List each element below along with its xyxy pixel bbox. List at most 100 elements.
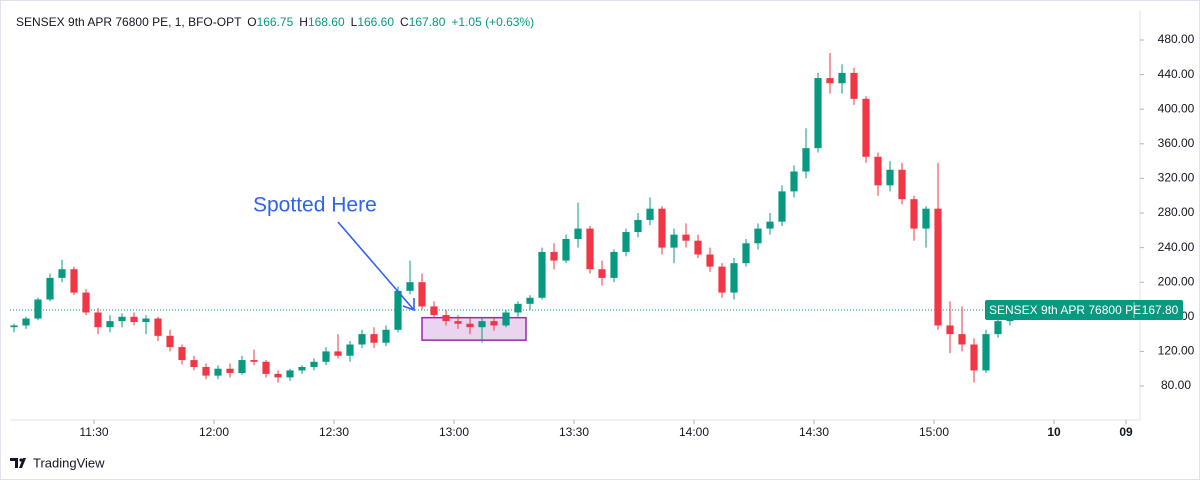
candle-body	[982, 334, 990, 371]
y-tick-label: 320.00	[1158, 171, 1195, 185]
y-tick-label: 440.00	[1158, 67, 1195, 81]
candle-body	[778, 191, 786, 222]
price-tag-value: 167.80	[1142, 303, 1179, 317]
candle-body	[634, 219, 642, 233]
candle-body	[502, 312, 510, 326]
y-tick-label: 280.00	[1158, 205, 1195, 219]
legend-key: H	[299, 15, 308, 29]
candle-body	[490, 321, 498, 326]
candle-body	[358, 334, 366, 345]
annotation-arrow	[337, 221, 415, 312]
candle-body	[334, 351, 342, 356]
legend-value: 167.80	[409, 15, 446, 29]
candle-body	[214, 368, 222, 376]
candle-body	[526, 297, 534, 304]
candle-body	[682, 234, 690, 241]
candle-body	[442, 315, 450, 322]
x-tick-label: 11:30	[79, 425, 108, 439]
candle-body	[130, 316, 138, 322]
candle-body	[814, 78, 822, 149]
candle-body	[850, 72, 858, 99]
legend: SENSEX 9th APR 76800 PE, 1, BFO-OPT O166.…	[16, 15, 534, 29]
candle-body	[586, 228, 594, 270]
candle-body	[706, 254, 714, 267]
legend-value: 168.60	[308, 15, 345, 29]
candle-body	[430, 306, 438, 316]
brand-name: TradingView	[33, 455, 105, 470]
candle-body	[34, 299, 42, 319]
candle-body	[574, 228, 582, 239]
brand-logo: TradingView	[10, 455, 105, 470]
legend-key: O	[247, 15, 256, 29]
candle-body	[790, 171, 798, 192]
candle-body	[382, 329, 390, 343]
candle-body	[466, 323, 474, 328]
x-tick-label: 09	[1119, 425, 1133, 439]
candle-body	[538, 251, 546, 298]
candle-body	[946, 325, 954, 335]
y-tick-label: 200.00	[1158, 274, 1195, 288]
candle-body	[598, 269, 606, 278]
candle-body	[394, 290, 402, 330]
x-tick-label: 13:00	[439, 425, 469, 439]
candle-body	[922, 208, 930, 229]
candle-body	[670, 234, 678, 248]
y-tick-label: 480.00	[1158, 32, 1195, 46]
candle-body	[646, 208, 654, 220]
candle-body	[418, 282, 426, 307]
candle-body	[298, 366, 306, 371]
y-tick-label: 120.00	[1158, 344, 1195, 358]
x-tick-label: 15:00	[919, 425, 949, 439]
candle-body	[202, 366, 210, 376]
candle-body	[10, 325, 18, 328]
candle-body	[142, 318, 150, 322]
candle-body	[742, 243, 750, 264]
candle-body	[754, 228, 762, 244]
x-tick-label: 14:30	[799, 425, 829, 439]
candle-body	[958, 334, 966, 345]
candle-body	[22, 318, 30, 326]
x-tick-label: 14:00	[679, 425, 709, 439]
legend-value: 166.75	[257, 15, 294, 29]
candle-body	[106, 321, 114, 328]
candle-body	[694, 240, 702, 255]
legend-symbol: SENSEX 9th APR 76800 PE, 1, BFO-OPT	[16, 15, 242, 29]
y-tick-label: 360.00	[1158, 136, 1195, 150]
candle-body	[46, 277, 54, 300]
candle-body	[94, 312, 102, 328]
candle-body	[862, 98, 870, 157]
candle-body	[622, 232, 630, 252]
candle-body	[514, 303, 522, 313]
x-tick-label: 12:00	[199, 425, 229, 439]
legend-key: C	[400, 15, 409, 29]
y-tick-label: 400.00	[1158, 101, 1195, 115]
candle-body	[178, 347, 186, 361]
candle-body	[910, 199, 918, 229]
x-tick-label: 10	[1047, 425, 1061, 439]
annotation-text: Spotted Here	[253, 194, 377, 217]
candle-body	[190, 360, 198, 367]
highlight-box	[421, 316, 527, 341]
price-tag-name: SENSEX 9th APR 76800 PE	[989, 303, 1141, 317]
candle-body	[886, 169, 894, 186]
candle-body	[874, 156, 882, 186]
candle-body	[226, 368, 234, 374]
candle-body	[262, 361, 270, 374]
candle-body	[898, 169, 906, 200]
candle-body	[322, 351, 330, 362]
candle-body	[238, 360, 246, 374]
candle-body	[346, 344, 354, 356]
candle-body	[370, 334, 378, 343]
candle-body	[70, 269, 78, 293]
legend-change: +1.05 (+0.63%)	[451, 15, 534, 29]
candle-body	[274, 373, 282, 378]
candle-body	[562, 238, 570, 261]
candle-body	[994, 321, 1002, 335]
candle-body	[826, 78, 834, 84]
candle-body	[166, 335, 174, 348]
candle-body	[610, 251, 618, 278]
x-tick-label: 13:30	[559, 425, 589, 439]
candle-body	[802, 148, 810, 172]
